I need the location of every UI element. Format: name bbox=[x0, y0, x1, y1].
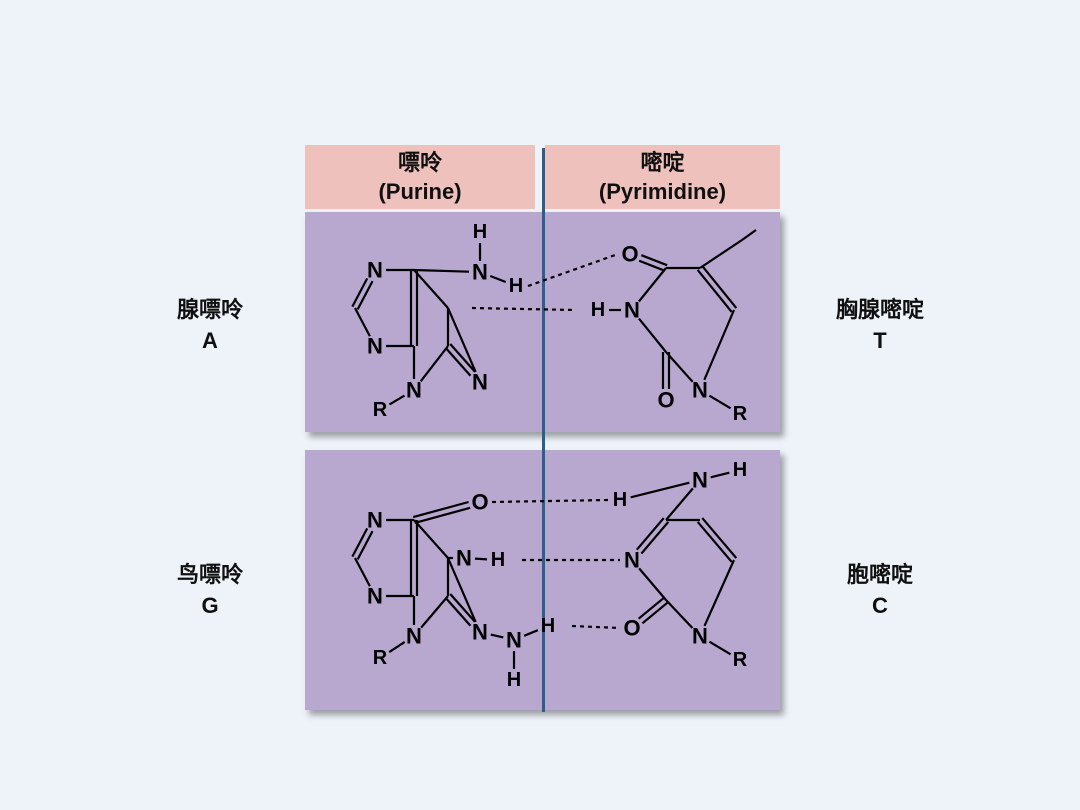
atom-A-Nam: N bbox=[472, 260, 488, 285]
atom-A-N9: N bbox=[406, 378, 422, 403]
atom-G-R: R bbox=[373, 647, 388, 669]
atom-A-N1: N bbox=[367, 258, 383, 283]
atom-T-O2: O bbox=[657, 388, 674, 413]
atom-C-O2: O bbox=[623, 616, 640, 641]
atom-G-Ham2: H bbox=[507, 669, 521, 691]
atom-A-Ham1: H bbox=[509, 275, 523, 297]
atom-T-H3: H bbox=[591, 299, 605, 321]
atom-C-Nam: N bbox=[692, 468, 708, 493]
atom-A-R: R bbox=[373, 399, 388, 421]
atom-C-Hn2: H bbox=[613, 489, 627, 511]
atom-G-N1H: H bbox=[491, 549, 505, 571]
atom-G-O6: O bbox=[471, 490, 488, 515]
atom-T-O4: O bbox=[621, 242, 638, 267]
atom-G-Nex: N bbox=[456, 546, 472, 571]
atom-T-N1: N bbox=[692, 378, 708, 403]
atom-A-Ham2: H bbox=[473, 221, 487, 243]
atom-C-N1: N bbox=[692, 624, 708, 649]
atom-A-N3: N bbox=[367, 334, 383, 359]
atom-G-N1: N bbox=[367, 508, 383, 533]
atom-T-R: R bbox=[733, 403, 748, 425]
atom-G-N7: N bbox=[472, 620, 488, 645]
atom-G-N3: N bbox=[367, 584, 383, 609]
atom-C-Hn1: H bbox=[733, 459, 747, 481]
atom-G-Nam: N bbox=[506, 628, 522, 653]
chemistry-svg: NNNNRNHHNNOORHNNNNROHNNHHNNONHHR bbox=[0, 0, 1080, 810]
atom-A-N7: N bbox=[472, 370, 488, 395]
atom-C-N3: N bbox=[624, 548, 640, 573]
atom-T-N3: N bbox=[624, 298, 640, 323]
atom-G-Ham1: H bbox=[541, 615, 555, 637]
atom-G-N9: N bbox=[406, 624, 422, 649]
atom-C-R: R bbox=[733, 649, 748, 671]
